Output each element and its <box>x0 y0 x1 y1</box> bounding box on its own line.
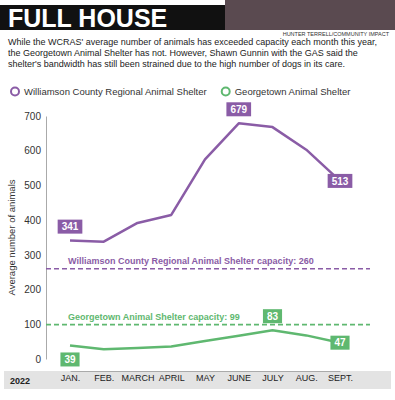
data-label: 513 <box>328 174 353 188</box>
legend: Williamson County Regional Animal Shelte… <box>11 86 350 97</box>
x-tick-label: MAY <box>196 373 215 383</box>
y-tick-label: 200 <box>24 284 41 295</box>
subtitle: While the WCRAS' average number of anima… <box>8 37 388 70</box>
legend-symbol <box>222 88 230 96</box>
x-tick: JUNE <box>227 371 251 383</box>
data-label-box <box>263 309 282 323</box>
reference-line <box>46 268 370 270</box>
x-axis-title: 2022 <box>10 376 30 386</box>
y-tick: 600 <box>24 145 46 156</box>
reference-label: Georgetown Animal Shelter capacity: 99 <box>68 312 240 322</box>
x-tick: FEB. <box>94 371 114 383</box>
y-axis-title: Average number of animals <box>6 179 17 295</box>
reference-labels: Williamson County Regional Animal Shelte… <box>68 256 314 322</box>
x-tick: SEPT. <box>328 371 353 383</box>
x-tick-label: FEB. <box>94 373 114 383</box>
data-labels: 341 679 513 39 83 47 <box>58 102 353 366</box>
legend-item: Williamson County Regional Animal Shelte… <box>11 86 207 97</box>
y-tick-label: 300 <box>24 250 41 261</box>
x-tick-label: JULY <box>262 373 283 383</box>
y-axis: 0 100 200 300 400 500 600 700 <box>24 111 46 365</box>
y-tick: 0 <box>35 354 46 365</box>
x-tick-label: JAN. <box>61 373 81 383</box>
x-tick-label: SEPT. <box>328 373 353 383</box>
data-label: 679 <box>226 102 251 116</box>
title: FULL HOUSE <box>8 4 167 32</box>
x-band <box>4 371 391 389</box>
y-tick-label: 400 <box>24 215 41 226</box>
x-tick: JULY <box>262 371 283 383</box>
x-axis: JAN. FEB. MARCH APRIL MAY JUNE JULY AUG. SEPT. <box>61 371 353 383</box>
y-tick: 300 <box>24 250 46 261</box>
y-tick: 500 <box>24 180 46 191</box>
data-label-box <box>58 220 83 234</box>
x-tick-label: MARCH <box>122 373 155 383</box>
data-label-text: 39 <box>64 354 76 365</box>
data-label-box <box>226 102 251 116</box>
legend-label: Williamson County Regional Animal Shelte… <box>24 86 207 97</box>
y-tick: 200 <box>24 284 46 295</box>
x-tick: AUG. <box>296 371 318 383</box>
y-tick: 100 <box>24 319 46 330</box>
series-line <box>70 330 340 349</box>
y-axis-line <box>46 117 47 360</box>
y-tick-label: 600 <box>24 145 41 156</box>
legend-symbol <box>11 88 19 96</box>
legend-label: Georgetown Animal Shelter <box>235 86 351 97</box>
data-label-text: 679 <box>230 104 247 115</box>
y-tick: 700 <box>24 111 46 122</box>
data-label: 39 <box>60 352 79 366</box>
banner-photo <box>225 0 395 30</box>
data-label: 47 <box>330 336 349 350</box>
y-tick-label: 0 <box>35 354 41 365</box>
y-tick: 400 <box>24 215 46 226</box>
plot-area <box>46 123 370 349</box>
y-tick-label: 100 <box>24 319 41 330</box>
credit: HUNTER TERRELL/COMMUNITY IMPACT <box>283 31 390 37</box>
data-label-text: 83 <box>267 311 279 322</box>
x-tick: JAN. <box>61 371 81 383</box>
data-label-text: 341 <box>62 221 79 232</box>
series-line <box>70 123 340 241</box>
data-label-text: 47 <box>334 337 346 348</box>
y-tick-label: 500 <box>24 180 41 191</box>
x-tick-label: AUG. <box>296 373 318 383</box>
data-label-box <box>60 352 79 366</box>
data-label-box <box>328 174 353 188</box>
reference-line <box>46 324 370 326</box>
x-tick: MAY <box>196 371 215 383</box>
x-tick-label: JUNE <box>227 373 251 383</box>
data-label-box <box>330 336 349 350</box>
x-tick: APRIL <box>159 371 185 383</box>
y-tick-label: 700 <box>24 111 41 122</box>
reference-label: Williamson County Regional Animal Shelte… <box>68 256 314 266</box>
legend-item: Georgetown Animal Shelter <box>222 86 351 97</box>
data-label: 341 <box>58 220 83 234</box>
page: FULL HOUSE HUNTER TERRELL/COMMUNITY IMPAC… <box>0 0 395 400</box>
x-tick-label: APRIL <box>159 373 185 383</box>
data-label: 83 <box>263 309 282 323</box>
x-axis-line <box>71 371 341 372</box>
data-label-text: 513 <box>332 176 349 187</box>
x-tick: MARCH <box>122 371 155 383</box>
